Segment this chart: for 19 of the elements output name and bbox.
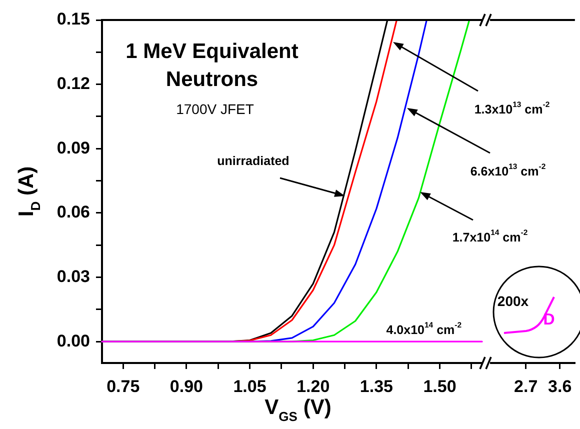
y-tick-label: 0.09 bbox=[56, 138, 90, 158]
x-tick-label: 1.35 bbox=[360, 376, 393, 396]
x-tick-label: 1.05 bbox=[233, 376, 266, 396]
y-tick-label: 0.06 bbox=[56, 202, 90, 222]
y-axis-title: ID (A) bbox=[14, 166, 44, 217]
y-tick-label: 0.15 bbox=[56, 10, 90, 29]
y-tick-label: 0.00 bbox=[56, 331, 90, 350]
y-tick-label: 0.03 bbox=[56, 266, 90, 286]
y-tick-label: 0.12 bbox=[56, 74, 90, 93]
text: 1700V JFET bbox=[176, 100, 254, 117]
x-tick-label: 1.50 bbox=[423, 376, 456, 396]
text: 1 MeV Equivalent Neutrons bbox=[126, 40, 298, 91]
x-tick-label: 0.90 bbox=[170, 376, 203, 396]
x-tick-label: 0.75 bbox=[106, 376, 140, 396]
annotation: unirradiated bbox=[217, 154, 290, 168]
x-tick-label: 1.20 bbox=[296, 376, 330, 396]
x-tick-label: 3.6 bbox=[548, 376, 572, 396]
annotation: 200x bbox=[497, 292, 529, 309]
x-tick-label: 2.7 bbox=[514, 376, 538, 396]
